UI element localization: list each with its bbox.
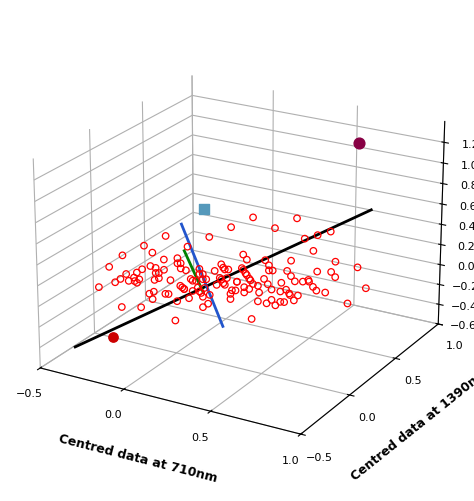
Y-axis label: Centred data at 1390nm: Centred data at 1390nm xyxy=(349,366,474,483)
X-axis label: Centred data at 710nm: Centred data at 710nm xyxy=(57,432,219,485)
